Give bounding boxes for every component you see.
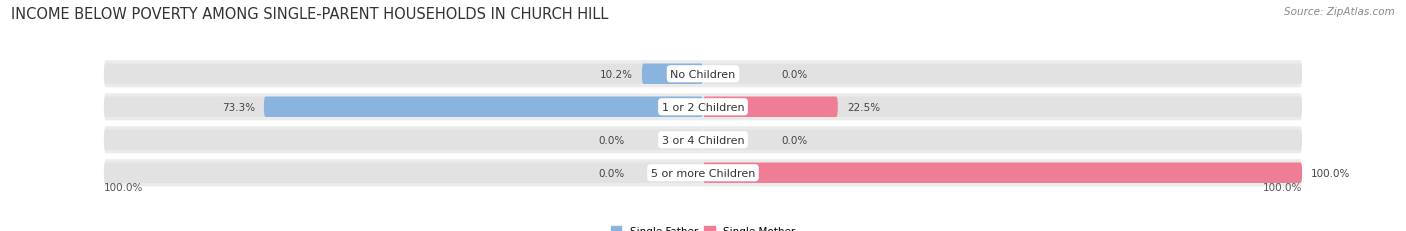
Text: 100.0%: 100.0% [1310, 168, 1350, 178]
FancyBboxPatch shape [104, 64, 703, 85]
Text: 10.2%: 10.2% [600, 70, 633, 79]
Text: Source: ZipAtlas.com: Source: ZipAtlas.com [1284, 7, 1395, 17]
Text: 1 or 2 Children: 1 or 2 Children [662, 102, 744, 112]
FancyBboxPatch shape [264, 97, 703, 118]
FancyBboxPatch shape [104, 130, 703, 150]
Text: 100.0%: 100.0% [1263, 182, 1302, 192]
FancyBboxPatch shape [104, 97, 703, 118]
FancyBboxPatch shape [104, 163, 703, 183]
FancyBboxPatch shape [104, 127, 1302, 154]
Text: 0.0%: 0.0% [780, 135, 807, 145]
FancyBboxPatch shape [703, 64, 1302, 85]
FancyBboxPatch shape [643, 64, 703, 85]
FancyBboxPatch shape [703, 163, 1302, 183]
Legend: Single Father, Single Mother: Single Father, Single Mother [607, 222, 799, 231]
Text: No Children: No Children [671, 70, 735, 79]
Text: 0.0%: 0.0% [780, 70, 807, 79]
Text: 73.3%: 73.3% [222, 102, 254, 112]
FancyBboxPatch shape [703, 97, 1302, 118]
Text: INCOME BELOW POVERTY AMONG SINGLE-PARENT HOUSEHOLDS IN CHURCH HILL: INCOME BELOW POVERTY AMONG SINGLE-PARENT… [11, 7, 609, 22]
FancyBboxPatch shape [104, 160, 1302, 186]
Text: 100.0%: 100.0% [104, 182, 143, 192]
FancyBboxPatch shape [104, 94, 1302, 121]
Text: 0.0%: 0.0% [599, 135, 626, 145]
Text: 0.0%: 0.0% [599, 168, 626, 178]
Text: 3 or 4 Children: 3 or 4 Children [662, 135, 744, 145]
FancyBboxPatch shape [703, 97, 838, 118]
FancyBboxPatch shape [703, 163, 1302, 183]
FancyBboxPatch shape [703, 130, 1302, 150]
Text: 22.5%: 22.5% [846, 102, 880, 112]
FancyBboxPatch shape [104, 61, 1302, 88]
Text: 5 or more Children: 5 or more Children [651, 168, 755, 178]
